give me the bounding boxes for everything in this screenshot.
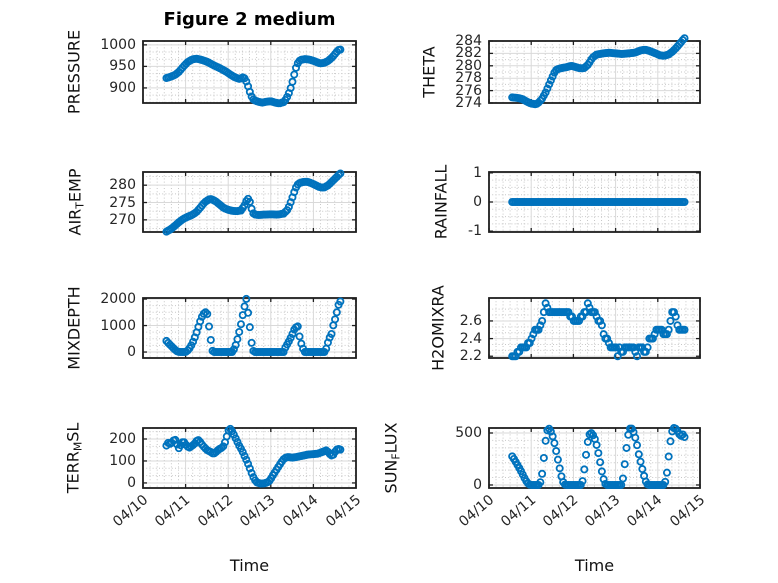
plot-canvas-h2omixra: [488, 297, 701, 361]
y-tick-label: 276: [455, 82, 482, 99]
y-tick-label: 2.2: [459, 348, 482, 365]
y-tick-label: 2000: [100, 291, 136, 308]
y-tick-label: 280: [109, 177, 136, 194]
plot-canvas-rainfall: [488, 171, 701, 233]
y-axis-label-airtemp: AIRTEMP: [65, 168, 87, 236]
y-tick-label: 282: [455, 45, 482, 62]
y-tick-label: -1: [468, 223, 482, 240]
data-series-terrmsl: [162, 424, 345, 488]
y-tick-label: 2.4: [459, 330, 482, 347]
y-tick-label: 2.6: [459, 312, 482, 329]
y-tick-label: 950: [109, 58, 136, 75]
data-series-mixdepth: [162, 294, 345, 357]
y-tick-label: 500: [455, 424, 482, 441]
plot-canvas-sunflux: [488, 424, 701, 489]
y-tick-label: 270: [109, 211, 136, 228]
y-tick-label: 274: [455, 95, 482, 111]
data-series-pressure: [162, 45, 345, 108]
y-tick-label: 278: [455, 70, 482, 87]
y-tick-label: 284: [455, 33, 482, 49]
plot-canvas-terrmsl: [142, 424, 357, 489]
x-axis-label-right: Time: [574, 556, 615, 575]
y-axis-label-h2omixra: H2OMIXRA: [428, 285, 448, 371]
data-series-airtemp: [162, 169, 345, 236]
data-series-h2omixra: [508, 299, 689, 361]
data-series-rainfall: [508, 198, 689, 207]
plot-canvas-pressure: [142, 40, 357, 108]
y-tick-label: 0: [473, 476, 482, 493]
y-tick-label: 275: [109, 194, 136, 211]
figure-title: Figure 2 medium: [163, 9, 336, 30]
y-axis-label-terrmsl: TERRMSL: [63, 422, 85, 494]
y-tick-label: 280: [455, 57, 482, 74]
y-axis-label-pressure: PRESSURE: [64, 29, 84, 115]
y-tick-label: 200: [109, 430, 136, 447]
data-series-sunflux: [508, 424, 689, 489]
plot-canvas-airtemp: [142, 169, 357, 236]
y-tick-label: 0: [127, 474, 136, 491]
x-tick-label: 04/10: [455, 491, 497, 531]
y-tick-label: 100: [109, 452, 136, 469]
y-axis-label-mixdepth: MIXDEPTH: [64, 286, 84, 370]
y-axis-label-rainfall: RAINFALL: [431, 164, 451, 240]
x-tick-label: 04/10: [109, 491, 151, 531]
y-tick-label: 0: [127, 344, 136, 361]
y-tick-label: 0: [473, 194, 482, 210]
y-axis-label-theta: THETA: [419, 46, 439, 98]
y-tick-label: 1000: [100, 36, 136, 53]
plot-canvas-theta: [488, 34, 701, 109]
data-series-theta: [508, 34, 689, 109]
y-axis-label-sunflux: SUNFLUX: [381, 422, 403, 494]
y-tick-label: 900: [109, 79, 136, 96]
y-tick-label: 1000: [100, 317, 136, 334]
x-axis-label-left: Time: [229, 556, 270, 575]
y-tick-label: 1: [473, 164, 482, 181]
plot-canvas-mixdepth: [142, 294, 357, 359]
